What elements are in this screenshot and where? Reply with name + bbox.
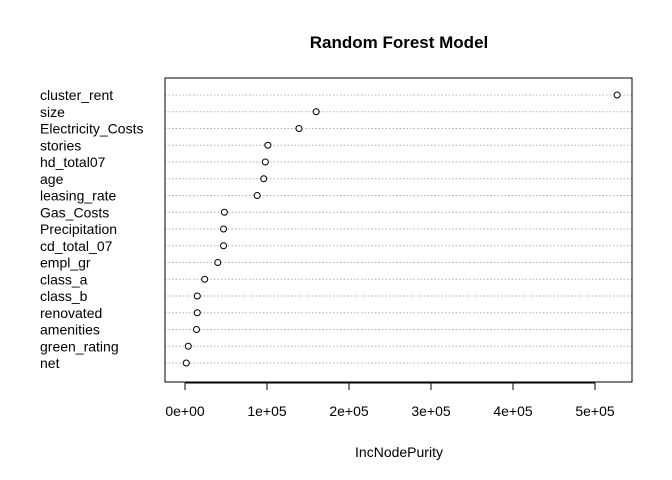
category-label: renovated (40, 305, 102, 321)
data-point (192, 326, 200, 333)
plot-frame (164, 77, 633, 383)
category-labels: cluster_rentsizeElectricity_Costsstories… (40, 87, 143, 371)
data-point (295, 125, 303, 132)
data-point (261, 158, 269, 166)
category-label: hd_total07 (40, 154, 106, 170)
data-point (193, 292, 201, 300)
category-label: size (40, 104, 65, 120)
category-label: cd_total_07 (40, 238, 113, 254)
category-label: net (40, 355, 60, 371)
data-point (613, 91, 621, 99)
category-label: class_b (40, 288, 88, 304)
category-label: empl_gr (40, 255, 91, 271)
category-label: cluster_rent (40, 87, 113, 103)
x-axis-title: IncNodePurity (355, 444, 443, 460)
x-tick-label: 5e+05 (575, 403, 615, 419)
category-label: green_rating (40, 338, 119, 354)
data-point (312, 108, 320, 116)
data-point (184, 342, 192, 350)
category-label: stories (40, 137, 81, 153)
data-point (220, 225, 228, 233)
data-points (182, 91, 621, 367)
category-label: Precipitation (40, 221, 117, 237)
data-point (201, 275, 209, 283)
category-label: class_a (40, 271, 88, 287)
category-label: leasing_rate (40, 188, 116, 204)
data-point (220, 242, 228, 250)
x-tick-label: 3e+05 (411, 403, 451, 419)
data-point (253, 192, 261, 199)
category-label: Gas_Costs (40, 204, 109, 220)
x-tick-label: 0e+00 (165, 403, 205, 419)
category-label: amenities (40, 322, 100, 338)
gridlines (165, 94, 632, 364)
data-point (193, 309, 201, 317)
x-tick-label: 1e+05 (247, 403, 287, 419)
category-label: Electricity_Costs (40, 121, 143, 137)
data-point (214, 259, 222, 266)
data-point (260, 175, 268, 183)
data-point (264, 141, 272, 149)
data-point (220, 208, 228, 216)
x-tick-label: 2e+05 (329, 403, 369, 419)
x-tick-label: 4e+05 (493, 403, 533, 419)
chart-title: Random Forest Model (310, 33, 489, 52)
data-point (182, 359, 190, 367)
category-label: age (40, 171, 64, 187)
x-axis: 0e+00 1e+05 2e+05 3e+05 4e+05 5e+05 (165, 382, 615, 419)
